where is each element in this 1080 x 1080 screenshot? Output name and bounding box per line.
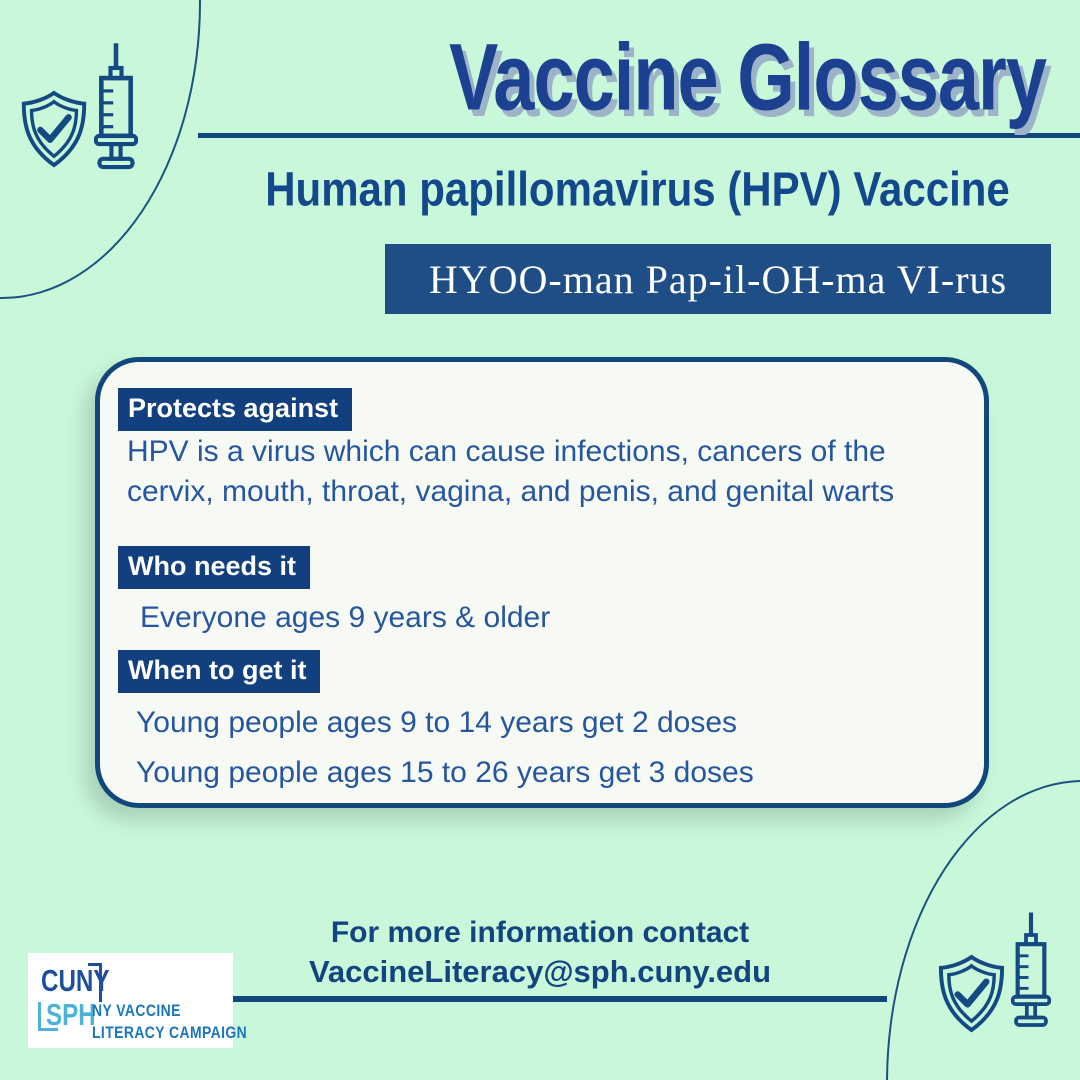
header-divider-line (198, 133, 1080, 138)
syringe-icon (94, 43, 138, 170)
cuny-sph-logo: CUNY SPH NY VACCINE LITERACY CAMPAIGN (28, 953, 247, 1048)
logo-bracket-top-right (88, 963, 102, 1002)
section-label-protects-against: Protects against (118, 388, 353, 431)
contact-text: For more information contact (330, 916, 750, 949)
section-body-protects-against: HPV is a virus which can cause infection… (127, 435, 895, 508)
logo-campaign-line1: NY VACCINE (92, 1001, 181, 1020)
logo-cuny-text: CUNY (41, 963, 110, 998)
shield-check-icon (21, 90, 87, 168)
section-body-when-to-get-it-line1: Young people ages 9 to 14 years get 2 do… (136, 706, 738, 739)
logo-bracket-bottom-left (38, 1002, 58, 1031)
vaccine-name-heading: Human papillomavirus (HPV) Vaccine (265, 162, 1010, 217)
page-title: Vaccine Glossary (449, 23, 1047, 130)
pronunciation-box: HYOO-man Pap-il-OH-ma VI-rus (385, 244, 1051, 314)
footer-divider-line (230, 996, 887, 1002)
logo-campaign-line2: LITERACY CAMPAIGN (92, 1023, 248, 1042)
contact-email: VaccineLiteracy@sph.cuny.edu (308, 954, 772, 989)
logo-sph-text: SPH (46, 997, 96, 1032)
syringe-icon (1011, 912, 1051, 1027)
section-body-when-to-get-it-line2: Young people ages 15 to 26 years get 3 d… (136, 756, 754, 789)
info-card: Protects against HPV is a virus which ca… (95, 357, 989, 808)
section-body-who-needs-it: Everyone ages 9 years & older (140, 601, 551, 634)
section-label-who-needs-it: Who needs it (118, 546, 310, 589)
shield-check-icon (938, 954, 1005, 1033)
section-label-when-to-get-it: When to get it (118, 650, 321, 693)
